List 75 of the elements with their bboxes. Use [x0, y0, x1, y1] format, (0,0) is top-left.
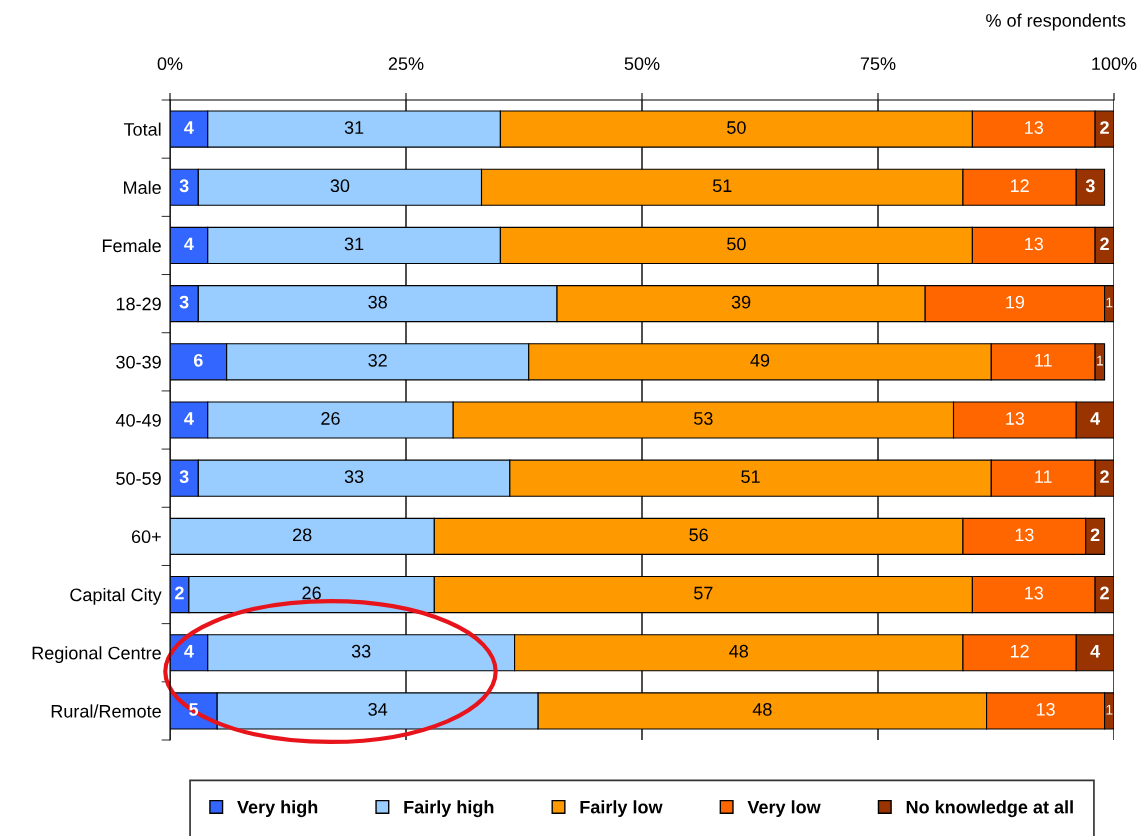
data-label: 33: [344, 470, 364, 484]
data-label: 56: [689, 528, 708, 542]
data-label: 49: [750, 353, 770, 367]
data-label: 11: [1035, 470, 1052, 483]
data-label: 30: [330, 179, 350, 193]
data-label: 1: [1106, 297, 1113, 308]
data-label: 2: [1100, 470, 1109, 483]
data-label: 2: [1100, 237, 1109, 251]
data-label: 4: [184, 644, 194, 658]
data-label: 51: [712, 179, 732, 193]
y-tick-label: Regional Centre: [32, 646, 161, 664]
data-label: 6: [193, 353, 203, 367]
y-tick-label: Rural/Remote: [51, 704, 161, 718]
data-label: 50: [727, 121, 746, 134]
y-tick-label: Capital City: [70, 588, 162, 605]
y-tick-label: Total: [123, 122, 161, 136]
y-tick-label: Male: [124, 180, 161, 194]
data-label: 51: [741, 470, 760, 484]
y-tick-label: 60+: [131, 530, 161, 544]
legend-label: Fairly low: [580, 800, 663, 818]
data-label: 13: [1015, 528, 1034, 542]
data-label: 4: [184, 237, 194, 251]
data-label: 12: [1010, 179, 1029, 192]
data-label: 11: [1035, 354, 1052, 367]
x-tick-label: 75%: [860, 57, 896, 71]
data-label: 48: [729, 644, 749, 658]
x-tick-label: 50%: [624, 57, 660, 71]
data-label: 3: [179, 295, 189, 309]
data-label: 39: [731, 295, 751, 309]
data-label: 33: [351, 644, 371, 658]
data-label: 19: [1006, 295, 1025, 309]
data-label: 3: [1085, 179, 1095, 193]
x-axis-title: % of respondents: [986, 13, 1126, 31]
y-tick-label: 50-59: [116, 472, 161, 485]
data-label: 53: [694, 412, 713, 425]
data-label: 50: [727, 237, 746, 251]
data-label: 31: [344, 121, 364, 134]
data-label: 26: [302, 586, 321, 600]
legend-label: Very high: [237, 800, 318, 818]
y-tick-label: 18-29: [116, 297, 161, 311]
data-label: 28: [293, 528, 312, 542]
y-tick-label: Female: [102, 238, 161, 253]
data-label: 26: [321, 412, 340, 425]
x-tick-label: 100%: [1092, 57, 1137, 71]
data-label: 13: [1036, 702, 1055, 716]
x-tick-label: 0%: [157, 57, 183, 71]
data-label: 13: [1025, 237, 1044, 251]
y-tick-label: 40-49: [115, 413, 161, 427]
x-tick-label: 25%: [388, 57, 424, 71]
data-label: 4: [1090, 412, 1101, 425]
data-label: 32: [368, 353, 387, 367]
data-label: 2: [175, 586, 184, 600]
data-label: 34: [368, 702, 388, 716]
data-label: 13: [1025, 121, 1044, 134]
data-label: 3: [179, 179, 189, 193]
data-label: 4: [184, 412, 194, 425]
data-label: 48: [752, 702, 772, 716]
data-label: 4: [1090, 644, 1101, 658]
y-tick-label: 30-39: [116, 355, 161, 369]
data-label: 38: [368, 295, 387, 309]
data-label: 1: [1106, 704, 1113, 715]
legend-label: No knowledge at all: [906, 800, 1073, 818]
data-label: 3: [179, 470, 189, 484]
data-label: 2: [1100, 121, 1109, 134]
data-label: 13: [1006, 412, 1025, 425]
data-label: 1: [1097, 355, 1104, 366]
data-label: 4: [184, 121, 194, 134]
legend-label: Fairly high: [404, 800, 494, 818]
data-label: 13: [1025, 586, 1044, 600]
legend-label: Very low: [747, 800, 821, 818]
data-label: 2: [1090, 528, 1100, 542]
data-label: 31: [344, 237, 364, 251]
data-label: 2: [1100, 586, 1109, 600]
data-label: 57: [694, 586, 713, 600]
data-label: 12: [1010, 644, 1029, 658]
